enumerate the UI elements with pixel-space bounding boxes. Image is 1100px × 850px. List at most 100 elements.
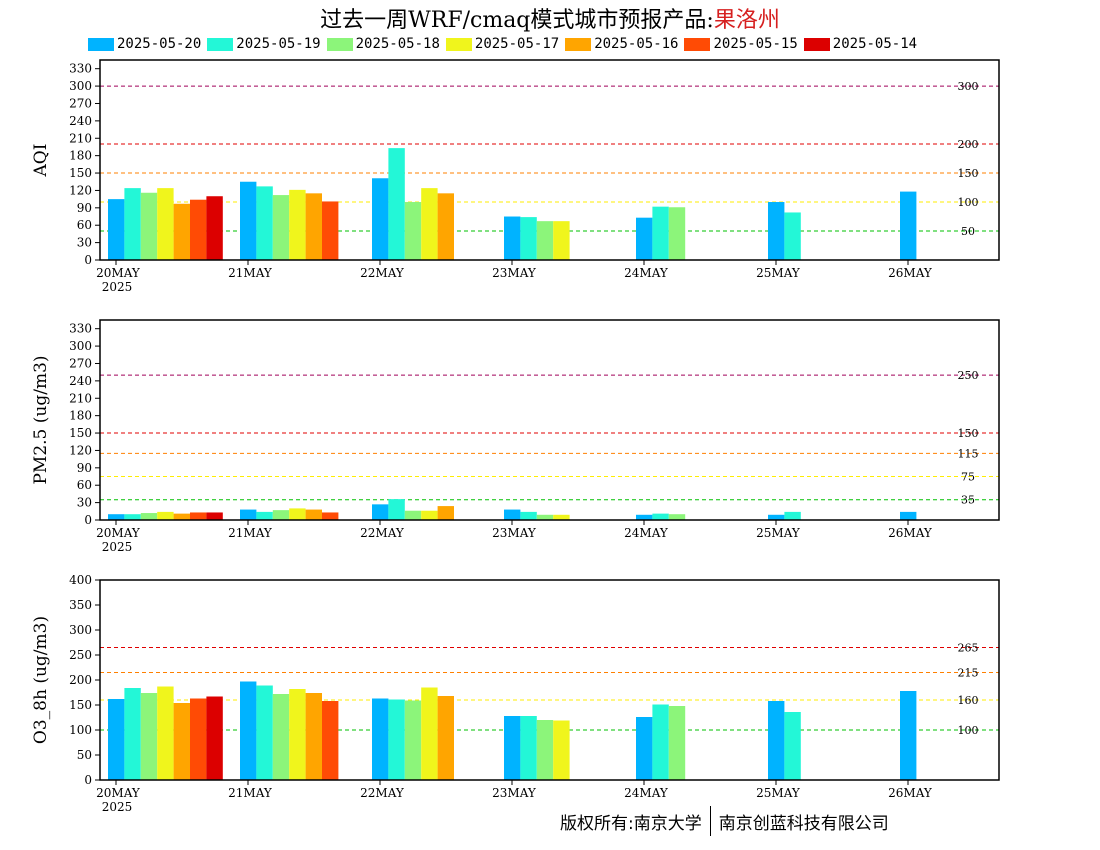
y-tick-label: 240 xyxy=(69,374,92,388)
panel-1: 250 150 115 75 35 0 30 60 90 120 150 180 210 240 270 30… xyxy=(31,319,1000,554)
x-tick-label: 23MAY xyxy=(492,266,537,280)
x-year-label: 2025 xyxy=(102,800,133,814)
threshold-label: 265 xyxy=(958,642,979,655)
data-bar xyxy=(322,201,339,260)
threshold-label: 115 xyxy=(958,447,979,460)
data-bar xyxy=(504,216,521,260)
x-tick-label: 26MAY xyxy=(888,786,933,800)
data-bar xyxy=(553,514,570,520)
threshold-label: 50 xyxy=(961,225,975,238)
data-bar xyxy=(900,691,917,780)
data-bar xyxy=(190,698,207,780)
plot-frame xyxy=(99,319,1000,521)
data-bar xyxy=(305,509,322,520)
data-bar xyxy=(553,720,570,780)
y-tick-label: 300 xyxy=(69,623,92,637)
copyright-left: 版权所有:南京大学 xyxy=(560,813,702,834)
y-axis-label: AQI xyxy=(31,144,51,178)
legend-label: 2025-05-15 xyxy=(713,36,798,52)
data-bar xyxy=(124,688,141,780)
legend-swatch xyxy=(803,37,830,51)
y-tick-label: 90 xyxy=(77,461,92,475)
y-axis-label: PM2.5 (ug/m3) xyxy=(31,355,51,484)
data-bar xyxy=(636,217,653,260)
data-bar xyxy=(636,717,653,780)
data-bar xyxy=(173,513,190,520)
data-bar xyxy=(322,701,339,780)
data-bar xyxy=(437,696,454,780)
y-tick-label: 210 xyxy=(69,131,92,145)
data-bar xyxy=(668,706,686,780)
x-tick-label: 23MAY xyxy=(492,526,537,540)
y-axis-label: O3_8h (ug/m3) xyxy=(31,616,51,744)
x-tick-label: 21MAY xyxy=(228,786,273,800)
y-tick-label: 200 xyxy=(69,673,92,687)
data-bar xyxy=(173,203,190,260)
threshold-label: 100 xyxy=(958,724,979,737)
data-bar xyxy=(404,202,422,260)
data-bar xyxy=(900,511,917,520)
legend-label: 2025-05-19 xyxy=(236,36,321,52)
title-city: 果洛州 xyxy=(713,8,780,33)
data-bar xyxy=(404,510,422,520)
data-bar xyxy=(553,221,570,260)
data-bar xyxy=(124,188,141,260)
y-tick-label: 400 xyxy=(69,573,92,587)
x-tick-label: 26MAY xyxy=(888,526,933,540)
data-bar xyxy=(536,720,554,780)
data-bar xyxy=(520,716,537,780)
data-bar xyxy=(173,703,190,780)
data-bar xyxy=(768,514,785,520)
y-tick-label: 0 xyxy=(84,773,92,787)
y-tick-label: 0 xyxy=(84,253,92,267)
x-tick-label: 26MAY xyxy=(888,266,933,280)
legend-label: 2025-05-17 xyxy=(474,36,560,52)
data-bar xyxy=(206,196,223,260)
data-bar xyxy=(272,510,290,520)
y-tick-label: 180 xyxy=(69,149,92,163)
legend-swatch xyxy=(565,37,592,51)
x-tick-label: 24MAY xyxy=(624,526,669,540)
data-bar xyxy=(768,701,785,780)
x-tick-label: 22MAY xyxy=(360,786,405,800)
data-bar xyxy=(140,192,158,260)
x-tick-label: 25MAY xyxy=(756,266,801,280)
x-tick-label: 25MAY xyxy=(756,786,801,800)
data-bar xyxy=(504,716,521,780)
data-bar xyxy=(272,694,290,780)
y-tick-label: 120 xyxy=(69,443,92,457)
data-bar xyxy=(206,696,223,780)
data-bar xyxy=(256,186,273,260)
data-bar xyxy=(206,512,223,520)
legend-item: 2025-05-19 xyxy=(207,36,321,52)
legend-swatch xyxy=(207,37,234,51)
panel-2: 265 215 160 100 0 50 100 150 200 250 300 350 400 O3_8… xyxy=(31,573,1000,814)
threshold-label: 150 xyxy=(958,427,979,440)
data-bar xyxy=(652,206,669,260)
threshold-label: 200 xyxy=(958,138,979,151)
x-tick-label: 21MAY xyxy=(228,266,273,280)
y-tick-label: 240 xyxy=(69,114,92,128)
data-bar xyxy=(536,221,554,260)
data-bar xyxy=(421,188,438,260)
threshold-label: 300 xyxy=(958,80,979,93)
data-bar xyxy=(668,207,686,260)
data-bar xyxy=(108,514,125,520)
threshold-label: 35 xyxy=(961,494,975,507)
data-bar xyxy=(140,513,158,520)
data-bar xyxy=(437,506,454,520)
data-bar xyxy=(784,712,801,780)
data-bar xyxy=(272,195,290,260)
y-tick-label: 270 xyxy=(69,356,92,370)
data-bar xyxy=(404,700,422,780)
data-bar xyxy=(240,509,257,520)
threshold-label: 75 xyxy=(961,471,975,484)
data-bar xyxy=(157,511,174,520)
threshold-label: 250 xyxy=(958,369,979,382)
data-bar xyxy=(784,212,801,260)
y-tick-label: 350 xyxy=(69,598,92,612)
legend-label: 2025-05-18 xyxy=(355,36,440,52)
x-tick-label: 21MAY xyxy=(228,526,273,540)
panel-0: 300 200 150 100 50 0 30 60 90 120 150 180 210 240 270 3… xyxy=(31,59,1000,294)
